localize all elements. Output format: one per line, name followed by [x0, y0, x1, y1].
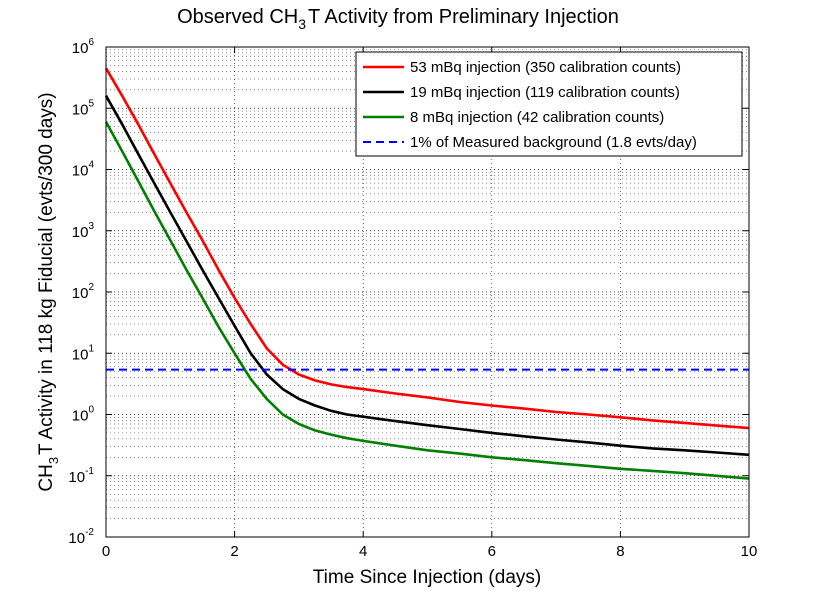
y-axis-label-prefix: CH: [36, 464, 57, 491]
x-tick-label: 2: [230, 543, 238, 560]
chart-title-prefix: Observed CH: [177, 6, 298, 28]
x-tick-label: 6: [488, 543, 496, 560]
legend: 53 mBq injection (350 calibration counts…: [355, 51, 743, 157]
y-tick-label: 105: [72, 98, 95, 118]
legend-label: 53 mBq injection (350 calibration counts…: [410, 59, 681, 76]
y-axis-label-sub: 3: [46, 457, 61, 464]
y-tick-label: 102: [72, 282, 95, 302]
y-tick-label: 101: [72, 343, 95, 363]
y-axis-label: CH3 T Activity in 118 kg Fiducial (evts/3…: [36, 92, 61, 491]
chart-title: Observed CH3 T Activity from Preliminary …: [177, 6, 619, 32]
series-line-8-mbq-injection-42-calibration-counts: [104, 121, 750, 480]
y-tick-label: 106: [72, 37, 95, 57]
legend-box: [355, 51, 743, 157]
x-tick-label: 8: [616, 543, 624, 560]
chart-title-sub: 3: [298, 16, 306, 32]
y-tick-label: 10-1: [68, 466, 94, 486]
ticks: 0 2 4 6 8 10 10-2 10-1 100 101 102 103 104 105 106: [68, 37, 757, 560]
legend-label: 1% of Measured background (1.8 evts/day): [410, 134, 697, 151]
legend-label: 8 mBq injection (42 calibration counts): [410, 109, 664, 126]
y-tick-label: 103: [72, 221, 95, 241]
x-tick-label: 10: [741, 543, 758, 560]
y-tick-label: 104: [72, 160, 95, 180]
chart-title-suffix: T Activity from Preliminary Injection: [308, 6, 619, 28]
x-tick-label: 4: [359, 543, 367, 560]
series-line-19-mbq-injection-119-calibration-counts: [104, 95, 750, 457]
y-axis-label-suffix: T Activity in 118 kg Fiducial (evts/300 …: [36, 92, 57, 455]
x-tick-label: 0: [102, 543, 110, 560]
grid: [106, 47, 749, 537]
legend-label: 19 mBq injection (119 calibration counts…: [410, 84, 680, 101]
series-layer: [104, 67, 750, 480]
series-line-53-mbq-injection-350-calibration-counts: [104, 67, 750, 430]
y-tick-label: 100: [72, 405, 95, 425]
y-tick-label: 10-2: [68, 527, 94, 547]
x-axis-label: Time Since Injection (days): [313, 567, 541, 588]
